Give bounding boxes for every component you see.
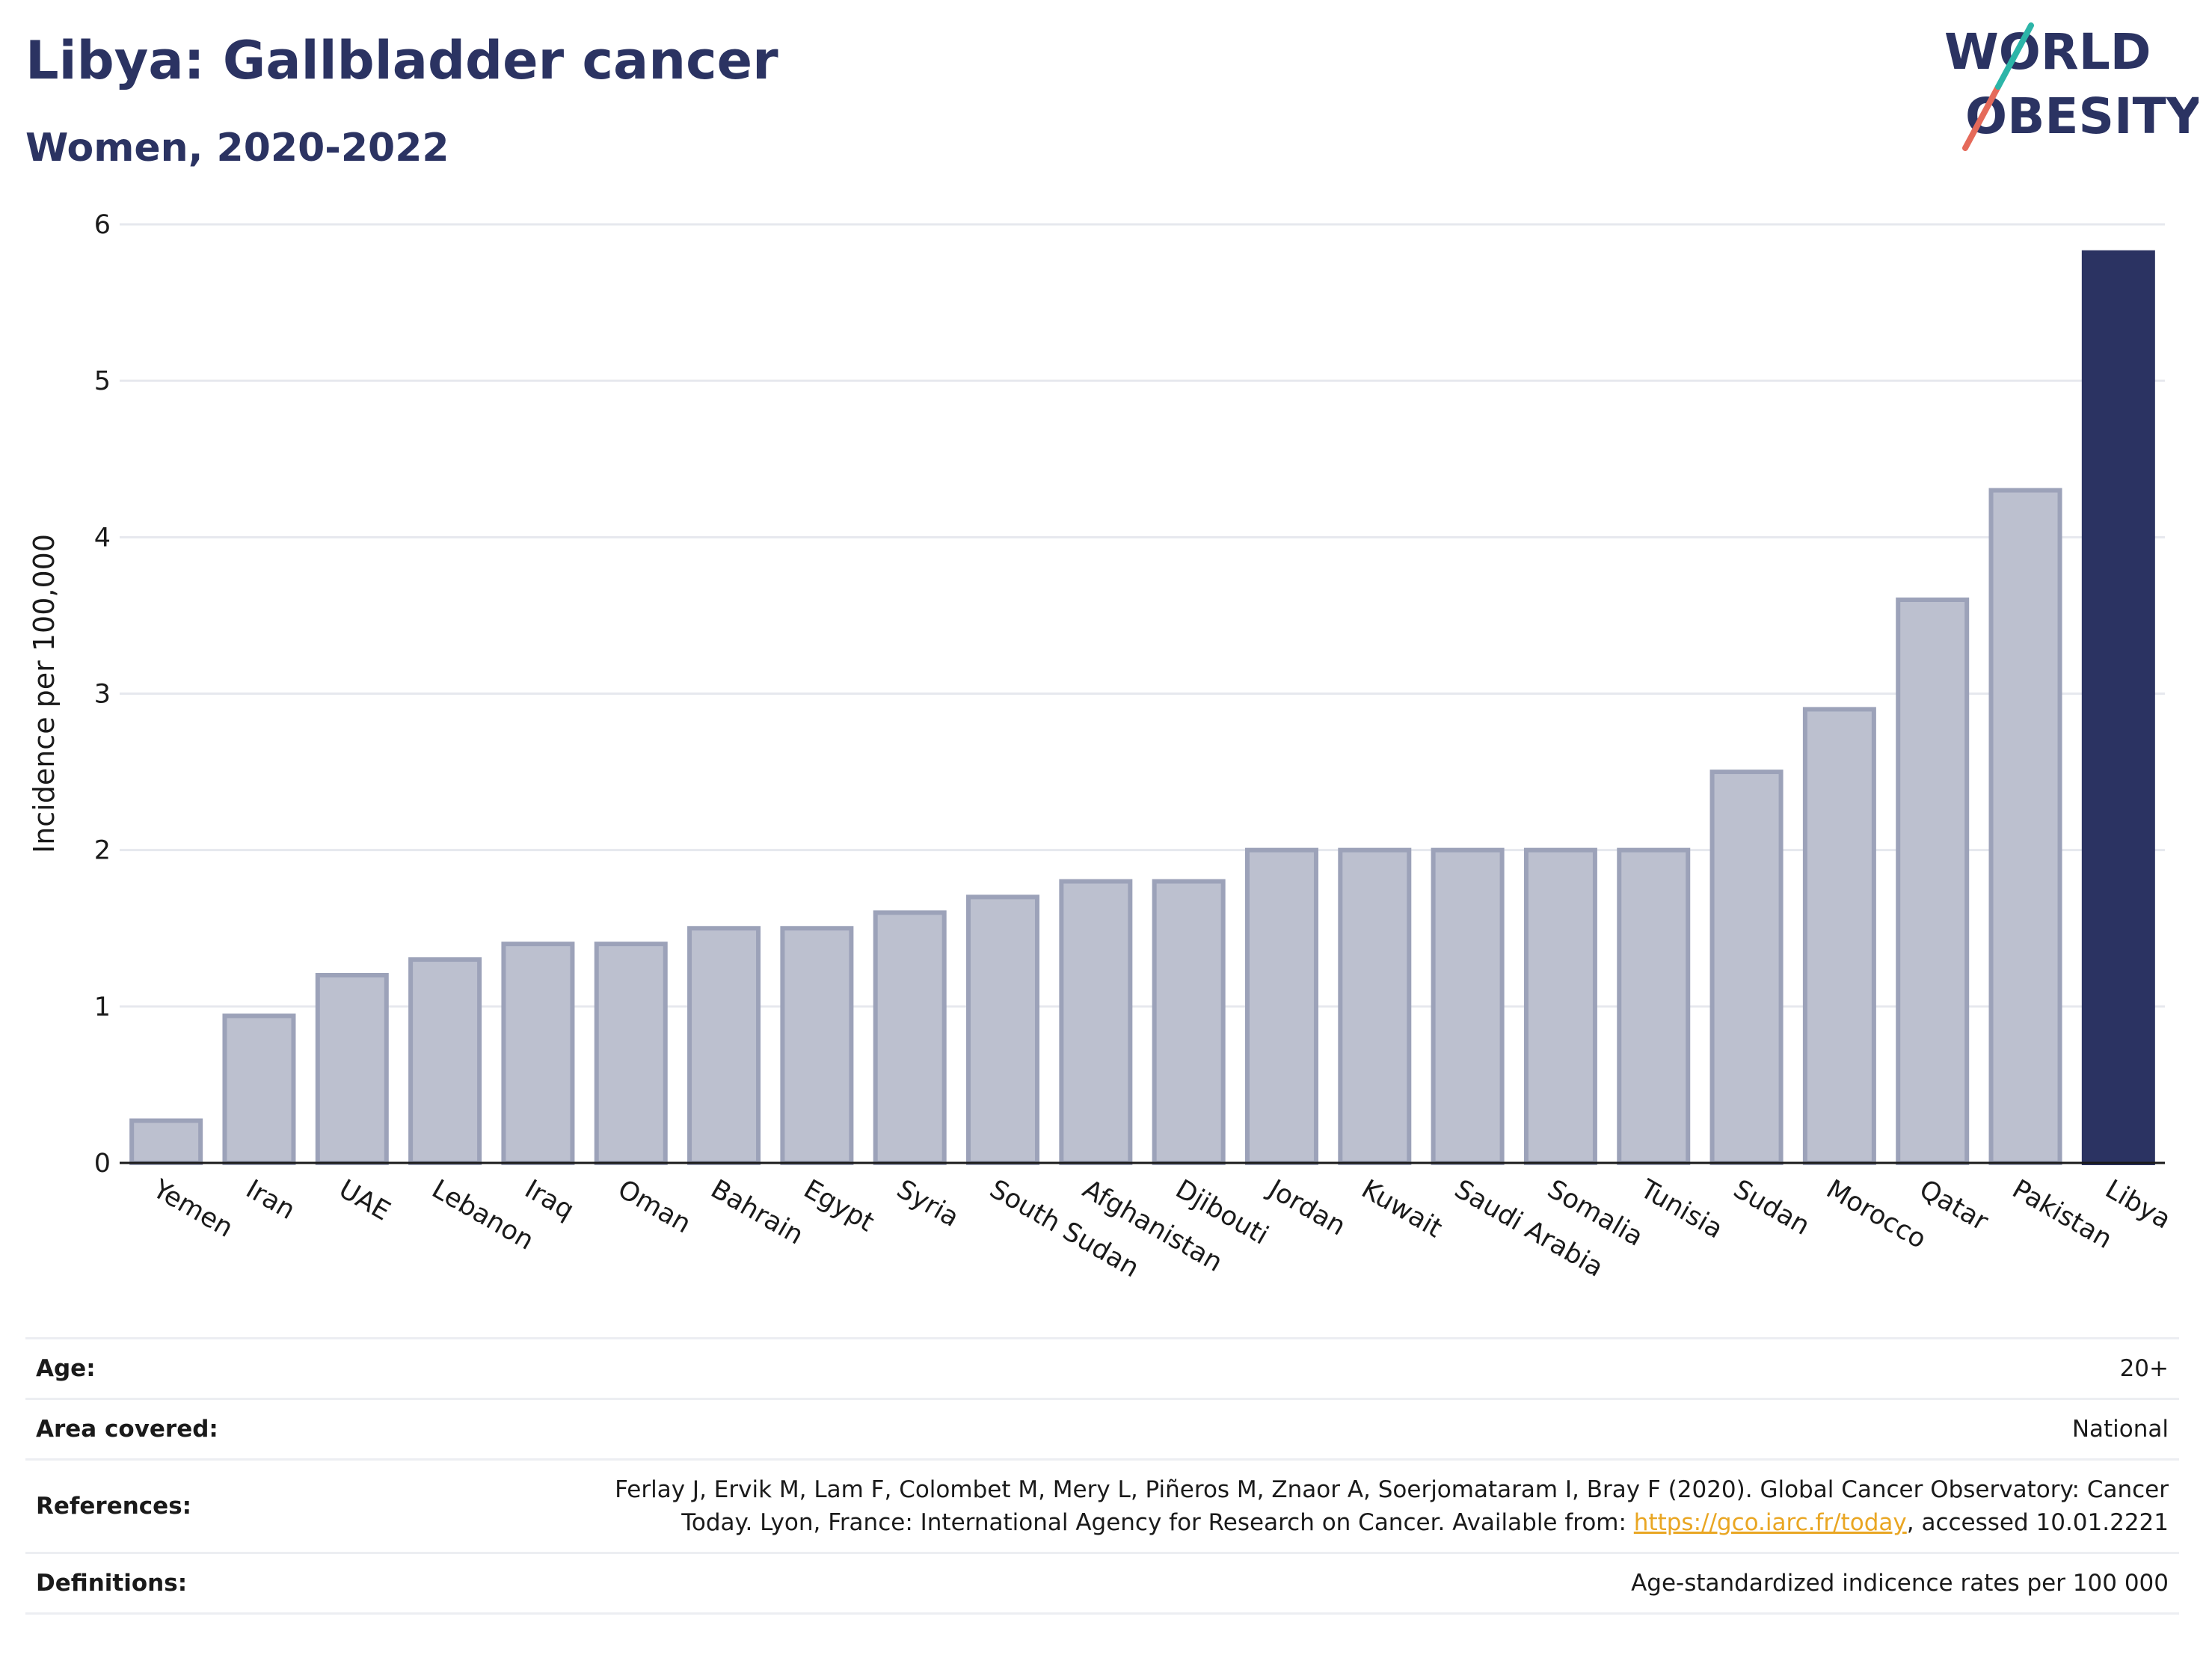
y-tick-label: 6 [94, 210, 111, 240]
bar-egypt [780, 926, 854, 1165]
bar-kuwait [1338, 847, 1412, 1165]
x-tick-label: UAE [334, 1174, 395, 1226]
age-value: 20+ [495, 1337, 2179, 1400]
x-tick-label: Iraq [520, 1174, 579, 1226]
info-row-area: Area covered: National [25, 1398, 2179, 1461]
bar-iran [222, 1013, 296, 1165]
bar-uae [315, 973, 389, 1165]
logo-word-world: WORLD [1944, 23, 2151, 81]
references-link[interactable]: https://gco.iarc.fr/today [1633, 1509, 1907, 1536]
info-table: Age: 20+ Area covered: National Referenc… [25, 1337, 2179, 1615]
definitions-label: Definitions: [25, 1552, 495, 1615]
area-value: National [495, 1398, 2179, 1461]
x-tick-label: Morocco [1821, 1174, 1931, 1255]
x-tick-label: Tunisia [1635, 1174, 1727, 1245]
bar-djibouti [1152, 879, 1226, 1165]
x-tick-label: Yemen [147, 1174, 238, 1244]
bar-pakistan [1988, 488, 2062, 1165]
x-tick-label: Lebanon [427, 1174, 539, 1256]
references-label: References: [25, 1458, 495, 1554]
chart-subtitle: Women, 2020-2022 [25, 126, 449, 171]
bar-yemen [129, 1118, 203, 1166]
bar-south-sudan [966, 894, 1040, 1165]
definitions-value: Age-standardized indicence rates per 100… [495, 1552, 2179, 1615]
logo-word-obesity: OBESITY [1965, 87, 2199, 145]
references-value: Ferlay J, Ervik M, Lam F, Colombet M, Me… [495, 1458, 2179, 1554]
references-text-3: , accessed 10.01.2221 [1906, 1509, 2169, 1536]
x-tick-label: Pakistan [2007, 1174, 2117, 1255]
bar-bahrain [687, 926, 761, 1165]
bar-afghanistan [1059, 879, 1133, 1165]
info-row-references: References: Ferlay J, Ervik M, Lam F, Co… [25, 1458, 2179, 1554]
info-row-age: Age: 20+ [25, 1337, 2179, 1400]
logo-slash-teal [1995, 22, 2034, 90]
bar-saudi-arabia [1431, 847, 1505, 1165]
area-label: Area covered: [25, 1398, 495, 1461]
x-tick-label: Oman [612, 1174, 695, 1239]
y-tick-label: 1 [94, 992, 111, 1022]
references-text-2: Today. Lyon, France: International Agenc… [681, 1509, 1634, 1536]
y-tick-label: 0 [94, 1149, 111, 1179]
y-tick-label: 5 [94, 366, 111, 396]
bar-jordan [1244, 847, 1318, 1165]
world-obesity-logo: WORLD OBESITY [1944, 22, 2199, 151]
bar-oman [594, 942, 668, 1165]
bar-sudan [1709, 770, 1784, 1166]
bar-qatar [1896, 598, 1970, 1165]
bar-morocco [1802, 707, 1876, 1165]
x-tick-label: Jordan [1262, 1173, 1351, 1241]
bar-libya [2081, 250, 2155, 1165]
logo-slash-coral [1962, 84, 2001, 151]
y-axis-label: Incidence per 100,000 [28, 534, 61, 853]
references-text-1: Ferlay J, Ervik M, Lam F, Colombet M, Me… [615, 1476, 2169, 1503]
x-tick-label: Bahrain [706, 1174, 808, 1250]
x-tick-label: Egypt [799, 1174, 879, 1238]
age-label: Age: [25, 1337, 495, 1400]
x-tick-label: Sudan [1728, 1174, 1814, 1241]
x-tick-label: Syria [891, 1174, 964, 1233]
chart-title: Libya: Gallbladder cancer [25, 30, 778, 91]
info-row-definitions: Definitions: Age-standardized indicence … [25, 1552, 2179, 1615]
x-tick-label: Iran [241, 1174, 300, 1226]
bar-lebanon [408, 957, 482, 1166]
bar-iraq [501, 942, 575, 1165]
y-tick-label: 3 [94, 680, 111, 710]
y-tick-label: 2 [94, 836, 111, 866]
bar-tunisia [1617, 847, 1691, 1165]
y-tick-label: 4 [94, 523, 111, 553]
bar-somalia [1523, 847, 1597, 1165]
x-tick-label: Kuwait [1357, 1174, 1447, 1244]
bar-syria [873, 910, 947, 1166]
